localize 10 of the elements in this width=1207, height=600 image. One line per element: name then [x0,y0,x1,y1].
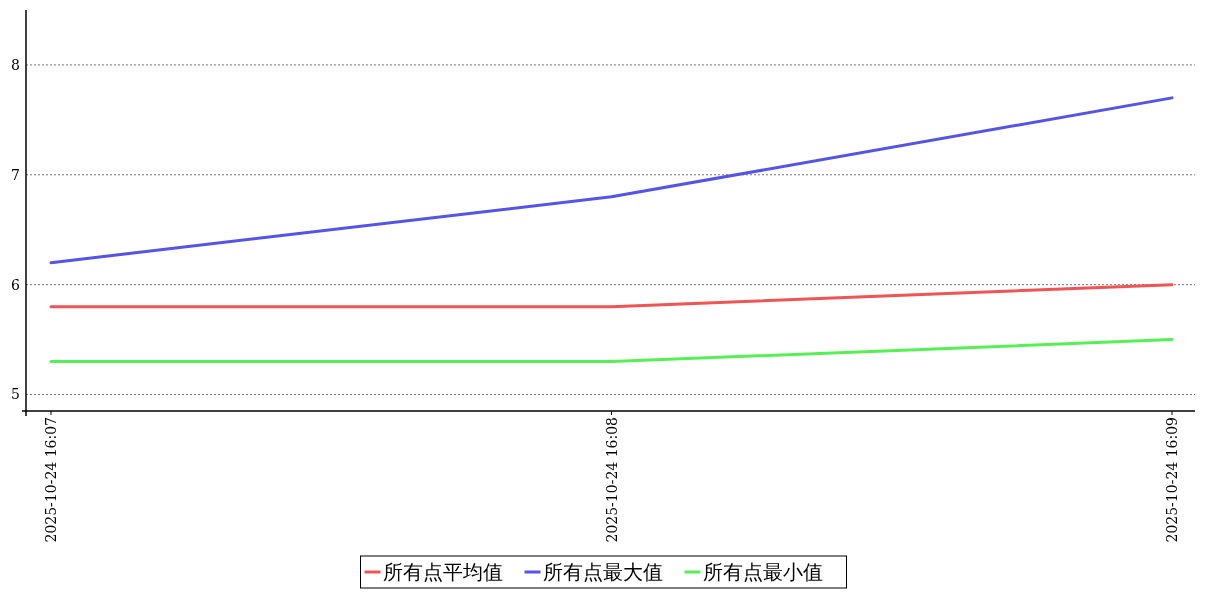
x-tick-label: 2025-10-24 16:07 [43,417,59,543]
y-tick-label: 8 [11,56,20,73]
legend-label: 所有点平均值 [382,560,503,584]
y-tick-label: 5 [11,386,20,403]
y-tick-label: 7 [11,166,20,183]
legend-label: 所有点最大值 [542,560,663,584]
legend-label: 所有点最小值 [702,560,823,584]
y-tick-label: 6 [11,276,21,293]
x-tick-label: 2025-10-24 16:09 [1164,417,1180,543]
x-tick-label: 2025-10-24 16:08 [603,417,620,543]
